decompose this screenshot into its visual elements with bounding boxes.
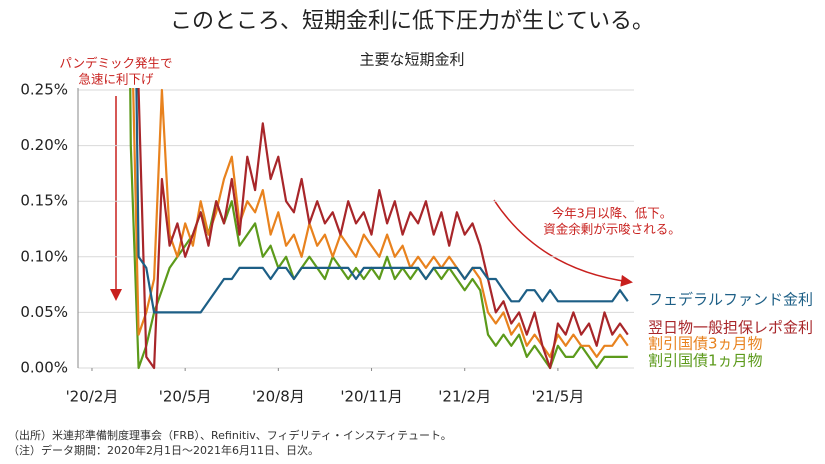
annotation: 急速に利下げ	[78, 72, 154, 87]
x-tick-label: '20/11月	[340, 388, 402, 406]
y-tick-label: 0.00%	[20, 359, 68, 377]
annotation: パンデミック発生で	[59, 56, 172, 71]
footnote: （出所）米連邦準備制度理事会（FRB）、Refinitiv、フィデリティ・インス…	[8, 428, 452, 442]
x-tick-label: '20/5月	[159, 388, 212, 406]
x-tick-label: '21/2月	[438, 388, 491, 406]
legend-label: 割引国債3ヵ月物	[648, 335, 763, 353]
annotation-arrow	[493, 199, 633, 287]
footnote: （注）データ期間：2020年2月1日～2021年6月11日、日次。	[8, 443, 319, 457]
chart-subtitle: 主要な短期金利	[359, 51, 464, 69]
y-tick-label: 0.05%	[20, 303, 68, 321]
legend-label: 割引国債1ヵ月物	[648, 352, 763, 370]
chart-title: このところ、短期金利に低下圧力が生じている。	[170, 9, 654, 34]
x-tick-label: '20/2月	[66, 388, 119, 406]
y-tick-label: 0.10%	[20, 247, 68, 265]
annotation: 資金余剰が示唆される。	[543, 222, 681, 237]
x-tick-label: '20/8月	[252, 388, 305, 406]
legend-label: フェデラルファンド金利	[648, 291, 813, 309]
x-tick-label: '21/5月	[531, 388, 584, 406]
plot-area	[129, 88, 629, 370]
annotation: 今年3月以降、低下。	[552, 206, 672, 221]
y-tick-label: 0.20%	[20, 136, 68, 154]
y-tick-label: 0.15%	[20, 192, 68, 210]
y-tick-label: 0.25%	[20, 81, 68, 99]
series-line	[137, 88, 629, 370]
series-line	[135, 88, 629, 314]
legend-label: 翌日物一般担保レポ金利	[648, 319, 813, 337]
